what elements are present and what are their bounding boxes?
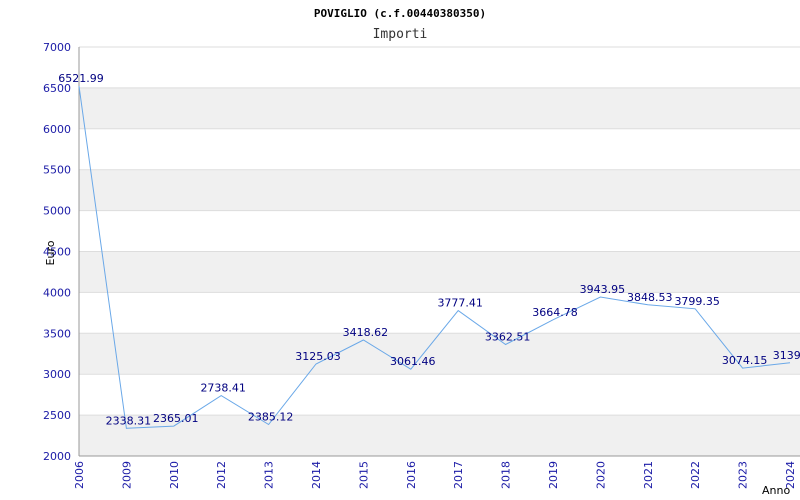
y-tick-label: 5500	[43, 164, 71, 177]
x-tick-label: 2013	[263, 461, 276, 489]
y-tick-label: 3000	[43, 368, 71, 381]
data-label: 3799.35	[674, 295, 720, 308]
chart-subtitle: Importi	[373, 27, 428, 42]
data-label: 6521.99	[58, 72, 104, 85]
x-tick-labels: 2006 2009 2010 2012 2013 2014 2015 2016 2017 2018…	[73, 461, 797, 489]
data-label: 3125.03	[295, 350, 341, 363]
x-tick-label: 2012	[215, 461, 228, 489]
y-tick-label: 6000	[43, 123, 71, 136]
data-label: 3418.62	[343, 326, 389, 339]
grid-band	[79, 169, 800, 211]
axes	[78, 47, 800, 457]
grid-band	[79, 251, 800, 293]
grid-band	[79, 87, 800, 129]
data-label: 2365.01	[153, 412, 199, 425]
background-bands	[79, 87, 800, 456]
data-label: 3777.41	[437, 297, 483, 310]
series-line	[78, 86, 791, 429]
grid-band	[79, 333, 800, 375]
data-label: 2738.41	[200, 382, 246, 395]
y-tick-label: 2000	[43, 450, 71, 463]
data-labels: 6521.99 2338.31 2365.01 2738.41 2385.12 3125.…	[58, 72, 800, 427]
data-label: 2385.12	[248, 410, 294, 423]
data-label: 3061.46	[390, 355, 436, 368]
x-tick-label: 2021	[642, 461, 655, 489]
x-tick-label: 2019	[547, 461, 560, 489]
x-tick-label: 2006	[73, 461, 86, 489]
x-tick-label: 2018	[500, 461, 513, 489]
y-tick-label: 7000	[43, 41, 71, 54]
x-tick-label: 2010	[168, 461, 181, 489]
y-tick-label: 5000	[43, 205, 71, 218]
y-tick-label: 2500	[43, 409, 71, 422]
data-label: 3074.15	[722, 354, 768, 367]
x-axis-title: Anno	[762, 484, 790, 497]
x-tick-label: 2014	[310, 461, 323, 489]
x-tick-label: 2009	[120, 461, 133, 489]
x-tick-label: 2023	[737, 461, 750, 489]
y-tick-label: 3500	[43, 327, 71, 340]
series-line-layer	[78, 86, 791, 429]
x-tick-label: 2022	[689, 461, 702, 489]
y-tick-label: 4500	[43, 246, 71, 259]
x-tick-label: 2015	[357, 461, 370, 489]
grid-band	[79, 415, 800, 456]
y-axis-title: Euro	[44, 240, 57, 265]
y-tick-label: 6500	[43, 82, 71, 95]
y-tick-label: 4000	[43, 286, 71, 299]
chart-title: POVIGLIO (c.f.00440380350)	[314, 7, 486, 20]
data-label: 3139.8	[773, 349, 800, 362]
data-label: 3848.53	[627, 291, 673, 304]
data-label: 3943.95	[580, 283, 626, 296]
data-label: 3664.78	[532, 306, 578, 319]
data-label: 2338.31	[106, 414, 152, 427]
x-tick-label: 2017	[452, 461, 465, 489]
data-label: 3362.51	[485, 331, 531, 344]
y-tick-labels: 2000 2500 3000 3500 4000 4500 5000 5500 6000 6500…	[43, 41, 71, 463]
gridlines	[79, 46, 800, 457]
x-tick-label: 2016	[405, 461, 418, 489]
x-tick-label: 2024	[784, 461, 797, 489]
x-tick-label: 2020	[594, 461, 607, 489]
